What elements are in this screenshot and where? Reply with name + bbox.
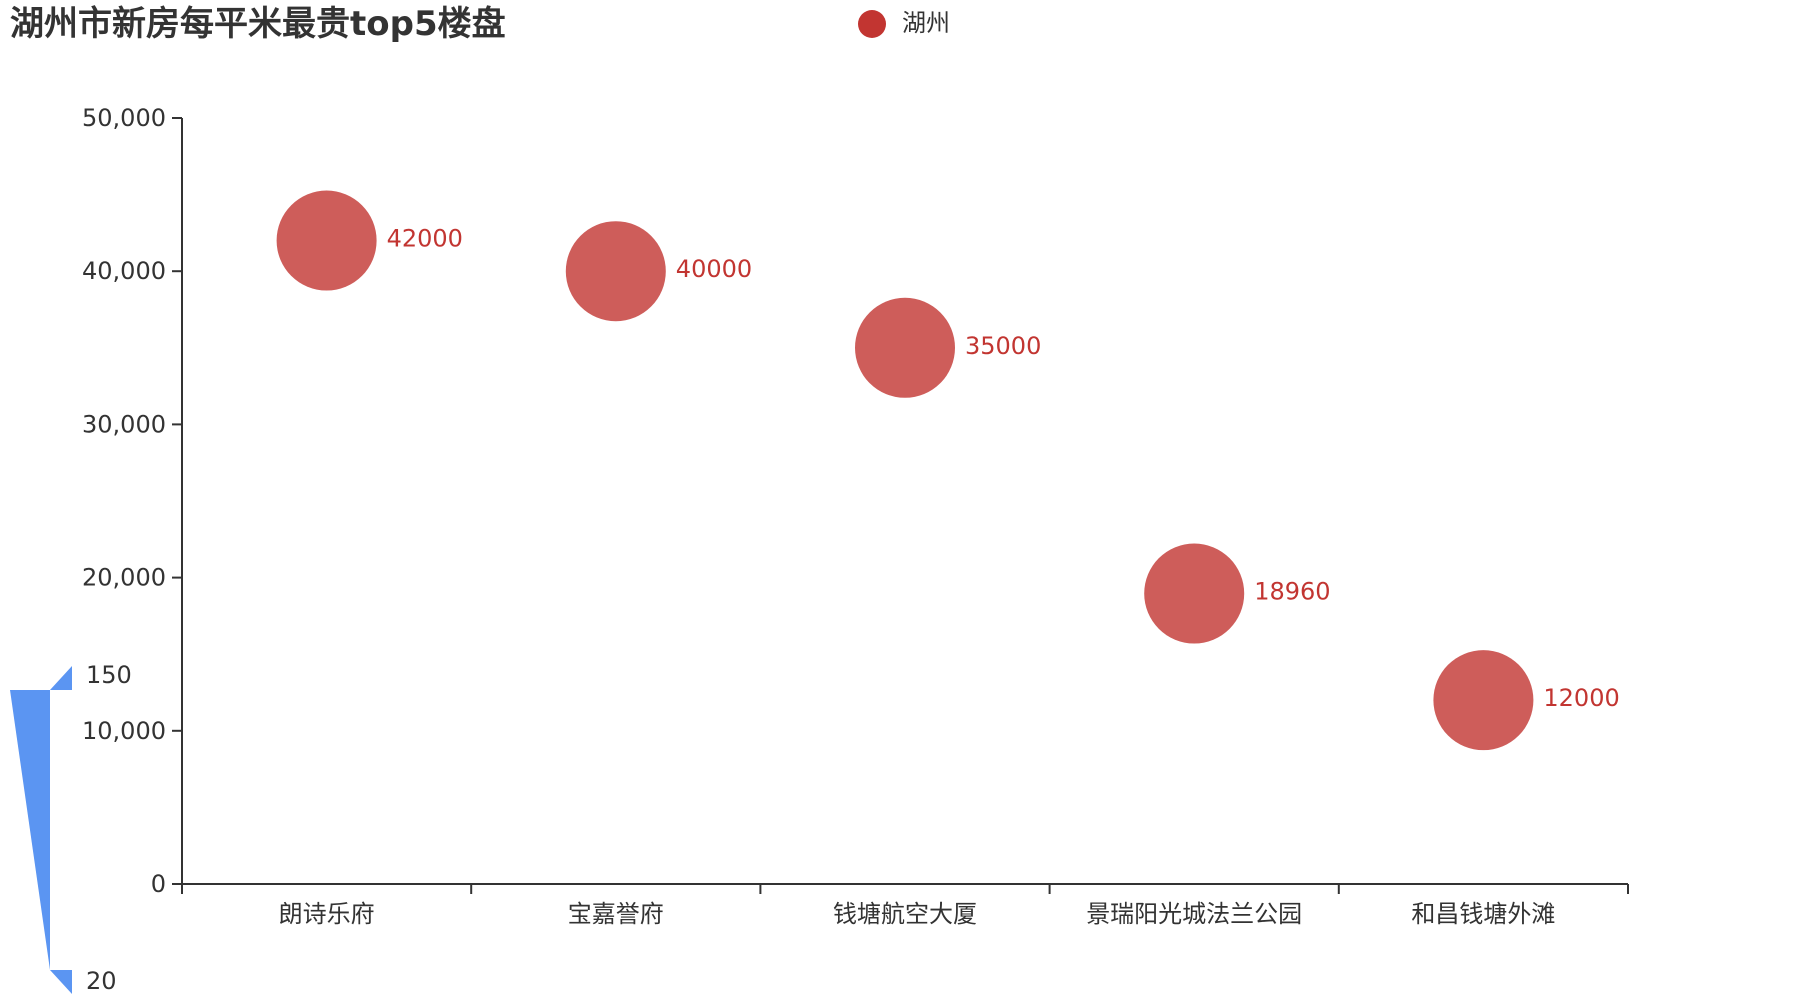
y-tick-label: 10,000 — [82, 717, 166, 745]
y-tick-label: 50,000 — [82, 104, 166, 132]
data-label: 35000 — [965, 332, 1041, 360]
visual-map[interactable]: 150 20 — [10, 661, 132, 995]
data-label: 40000 — [676, 255, 752, 283]
data-label: 18960 — [1254, 578, 1330, 606]
legend-marker-icon[interactable] — [858, 10, 886, 38]
data-point[interactable] — [855, 297, 955, 398]
visual-map-min-label: 20 — [86, 967, 117, 995]
visual-map-top-handle[interactable] — [50, 666, 72, 690]
chart-title: 湖州市新房每平米最贵top5楼盘 — [10, 4, 506, 44]
data-points: 42000 40000 35000 18960 12000 — [276, 190, 1620, 751]
y-tick-label: 30,000 — [82, 410, 166, 438]
y-tick-label: 20,000 — [82, 564, 166, 592]
data-point[interactable] — [565, 221, 666, 322]
visual-map-gradient-bar — [10, 690, 50, 970]
y-tick-label: 40,000 — [82, 257, 166, 285]
x-tick-label: 宝嘉誉府 — [568, 900, 664, 928]
x-tick-label: 钱塘航空大厦 — [833, 900, 977, 928]
data-point[interactable] — [1433, 650, 1534, 751]
legend[interactable]: 湖州 — [858, 9, 950, 38]
data-label: 42000 — [387, 225, 463, 253]
x-tick-label: 朗诗乐府 — [279, 900, 375, 928]
data-label: 12000 — [1543, 684, 1619, 712]
visual-map-max-label: 150 — [86, 661, 132, 689]
data-point[interactable] — [276, 190, 377, 291]
x-axis: 朗诗乐府 宝嘉誉府 钱塘航空大厦 景瑞阳光城法兰公园 和昌钱塘外滩 — [181, 883, 1629, 928]
visual-map-bottom-handle[interactable] — [50, 970, 72, 994]
x-tick-label: 景瑞阳光城法兰公园 — [1086, 900, 1302, 928]
legend-label-huzhou[interactable]: 湖州 — [902, 9, 950, 37]
x-tick-label: 和昌钱塘外滩 — [1411, 900, 1555, 928]
y-axis: 0 10,000 20,000 30,000 40,000 50,000 — [82, 104, 183, 898]
y-tick-label: 0 — [151, 870, 166, 898]
data-point[interactable] — [1144, 543, 1245, 644]
